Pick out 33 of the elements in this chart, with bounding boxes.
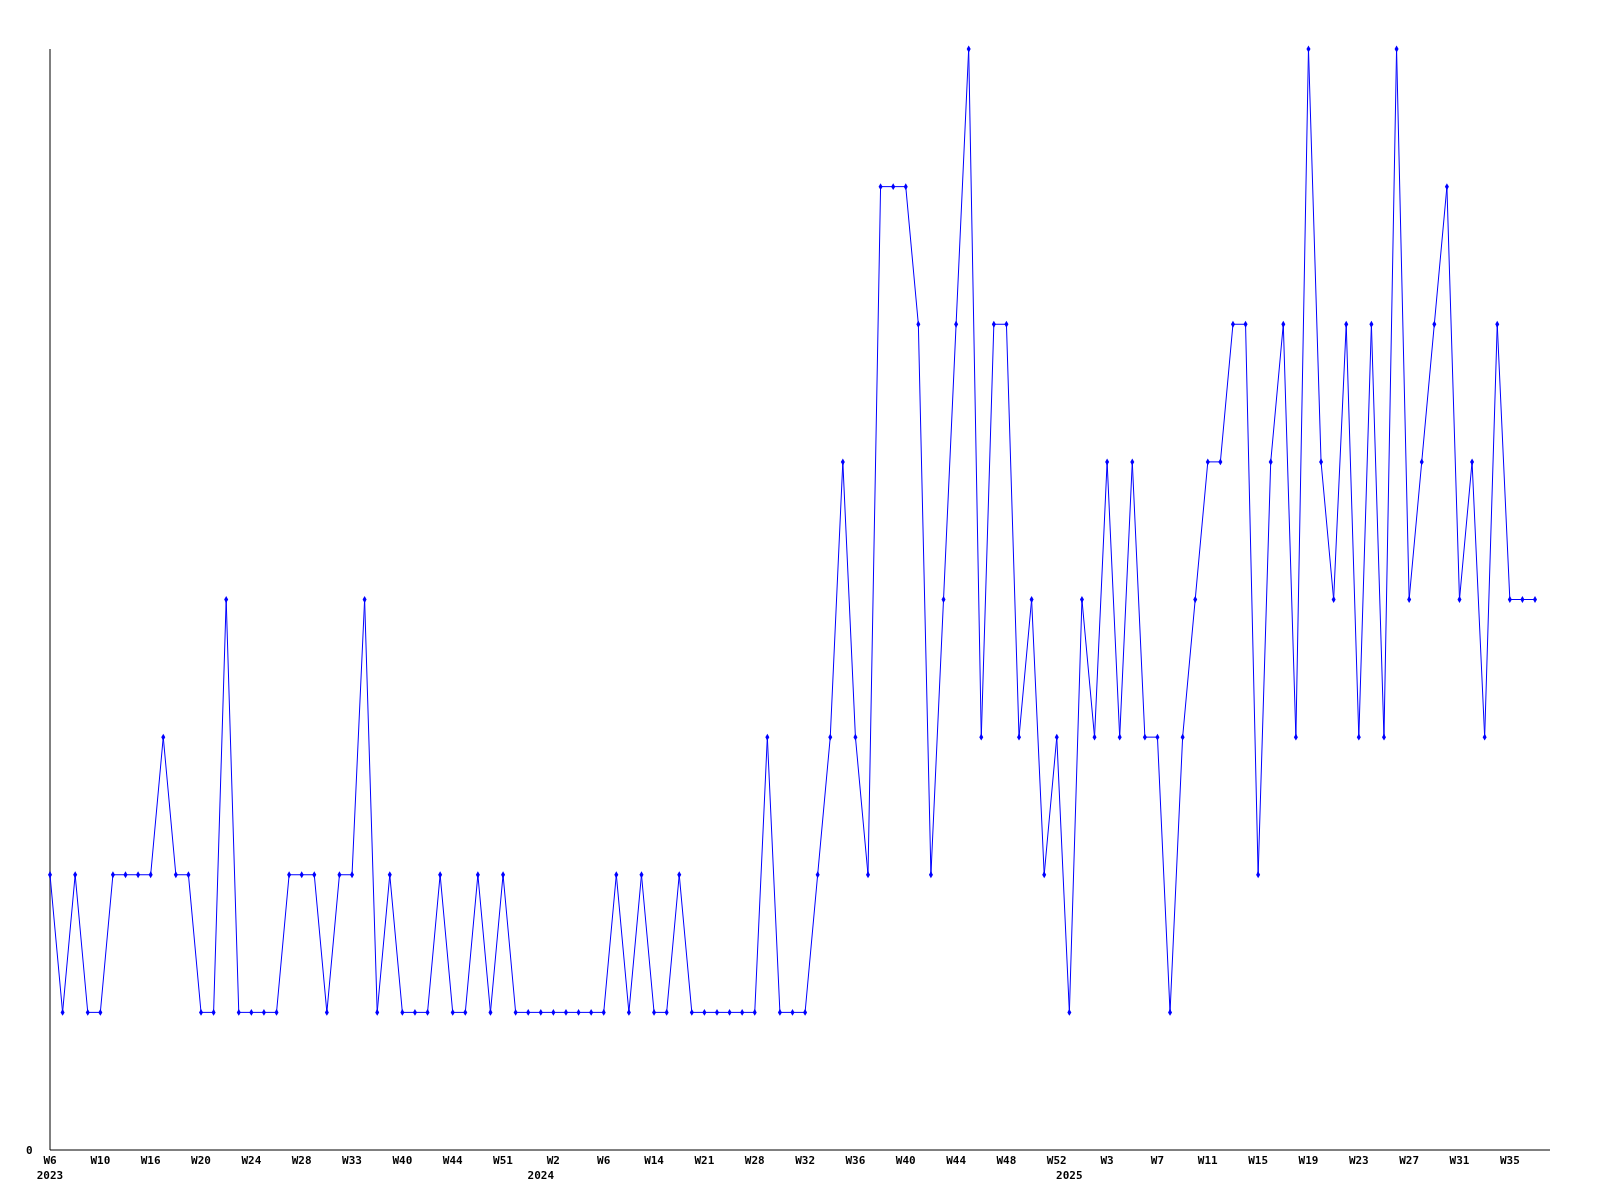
- text: 0: [26, 1144, 33, 1157]
- x-tick-label: W2: [546, 1154, 561, 1167]
- x-tick-label: W7: [1150, 1154, 1165, 1167]
- x-tick-label: W31: [1449, 1154, 1470, 1167]
- x-tick-label: W48: [996, 1154, 1017, 1167]
- x-tick-label: W10: [90, 1154, 111, 1167]
- x-tick-label: W40: [895, 1154, 916, 1167]
- x-tick-label: W51: [493, 1154, 514, 1167]
- x-tick-label: W6 2023: [36, 1154, 64, 1182]
- x-tick-label: W23: [1348, 1154, 1369, 1167]
- x-tick-label: W6: [597, 1154, 611, 1167]
- x-tick-label: W28: [291, 1154, 312, 1167]
- x-tick-label: W15: [1248, 1154, 1269, 1167]
- x-tick-label: W35: [1499, 1154, 1520, 1167]
- x-tick-label: 2024: [527, 1169, 555, 1182]
- x-tick-label: W16: [140, 1154, 161, 1167]
- x-tick-label: W44: [946, 1154, 967, 1167]
- x-tick-label: W3: [1100, 1154, 1114, 1167]
- x-tick-label: W14: [644, 1154, 665, 1167]
- x-tick-label: W32: [795, 1154, 816, 1167]
- x-tick-label: W27: [1399, 1154, 1420, 1167]
- x-tick-label: W21: [694, 1154, 715, 1167]
- x-tick-label: W20: [191, 1154, 211, 1167]
- x-tick-label: W52: [1046, 1154, 1067, 1167]
- x-tick-label: 2025: [1056, 1169, 1083, 1182]
- x-tick-label: W19: [1298, 1154, 1319, 1167]
- x-tick-label: W33: [342, 1154, 362, 1167]
- x-tick-label: W40: [392, 1154, 413, 1167]
- x-tick-label: W28: [744, 1154, 765, 1167]
- x-tick-label: W36: [845, 1154, 866, 1167]
- x-tick-label: W24: [241, 1154, 262, 1167]
- x-tick-label: W11: [1197, 1154, 1219, 1167]
- x-tick-label: W44: [442, 1154, 464, 1167]
